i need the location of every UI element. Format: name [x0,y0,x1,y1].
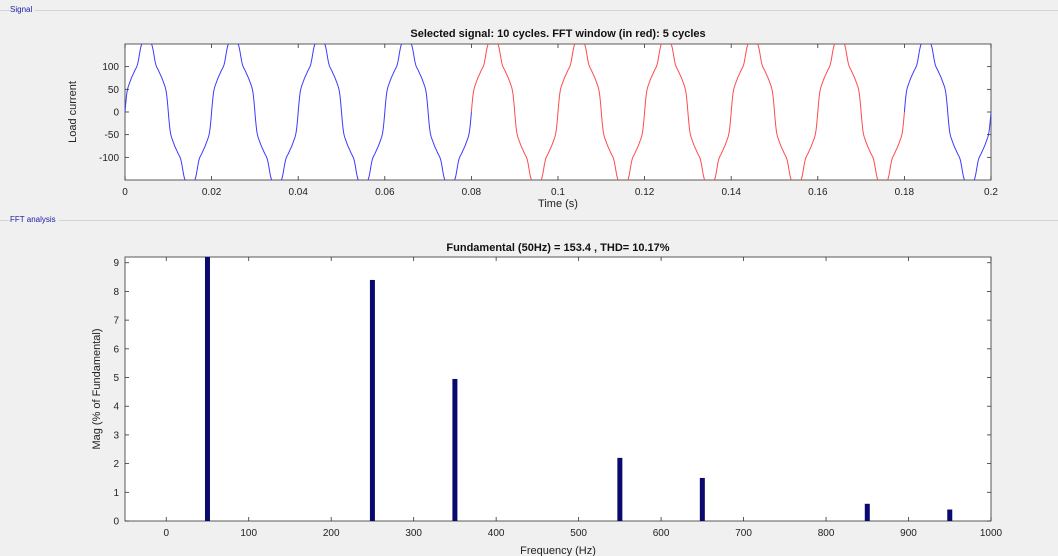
x-tick-label: 700 [735,528,752,539]
x-tick-label: 800 [818,528,835,539]
fft-bar-550hz [617,457,623,521]
fft-bar-250hz [369,279,375,521]
fft-x-ticks: 0 100 200 300 400 500 600 700 800 900 1000 [163,257,1003,539]
x-tick-label: 600 [653,528,670,539]
signal-trace-segment-2 [470,44,905,180]
signal-x-axis-label: Time (s) [538,198,578,210]
fft-y-ticks: 0 1 2 3 4 5 6 7 8 9 [113,258,991,528]
fft-bar-950hz [947,509,953,521]
x-tick-label: 0 [122,187,128,198]
y-tick-label: 3 [113,430,119,441]
signal-x-ticks: 0 0.02 0.04 0.06 0.08 0.1 0.12 0.14 0.16 0.18 0.2 [122,44,998,198]
fft-bar-350hz [452,378,458,521]
x-tick-label: 200 [323,528,340,539]
x-tick-label: 0.18 [895,187,915,198]
x-tick-label: 900 [900,528,917,539]
x-tick-label: 300 [405,528,422,539]
x-tick-label: 0.1 [551,187,565,198]
signal-plot-area [125,44,991,180]
y-tick-label: 7 [113,316,119,327]
x-tick-label: 1000 [980,528,1003,539]
signal-y-ticks: 100 50 0 -50 -100 [99,62,991,164]
y-tick-label: 1 [113,488,119,499]
signal-trace-segment-1 [125,44,472,180]
fft-y-axis-label: Mag (% of Fundamental) [91,328,103,449]
x-tick-label: 0.14 [721,187,741,198]
signal-panel-label: Signal [10,5,36,14]
y-tick-label: 4 [113,402,119,413]
y-tick-label: 2 [113,459,119,470]
y-tick-label: 8 [113,287,119,298]
signal-chart: Selected signal: 10 cycles. FFT window (… [67,28,998,210]
y-tick-label: 9 [113,258,119,269]
x-tick-label: 0.06 [375,187,395,198]
fft-panel-label: FFT analysis [10,215,59,224]
x-tick-label: 0.2 [984,187,998,198]
fft-plot-area [204,257,953,521]
x-tick-label: 0.12 [635,187,655,198]
y-tick-label: -50 [105,130,120,141]
signal-chart-title: Selected signal: 10 cycles. FFT window (… [410,28,705,40]
y-tick-label: 0 [113,108,119,119]
x-tick-label: 0.04 [288,187,308,198]
x-tick-label: 0 [163,528,169,539]
x-tick-label: 400 [488,528,505,539]
fft-bar-850hz [864,503,870,521]
y-tick-label: 100 [102,62,119,73]
fft-bar-650hz [699,477,705,521]
fft-x-axis-label: Frequency (Hz) [520,545,596,556]
x-tick-label: 0.02 [202,187,222,198]
fft-chart: Fundamental (50Hz) = 153.4 , THD= 10.17%… [91,242,1003,556]
signal-trace-segment-3 [903,44,991,180]
x-tick-label: 0.16 [808,187,828,198]
x-tick-label: 0.08 [462,187,482,198]
y-tick-label: 6 [113,344,119,355]
y-tick-label: 50 [108,85,120,96]
y-tick-label: 5 [113,373,119,384]
y-tick-label: -100 [99,153,119,164]
signal-panel-border [0,10,1058,11]
signal-y-axis-label: Load current [67,81,79,143]
fft-bar-50hz [204,257,210,521]
x-tick-label: 100 [240,528,257,539]
fft-chart-title: Fundamental (50Hz) = 153.4 , THD= 10.17% [446,242,669,254]
y-tick-label: 0 [113,517,119,528]
fft-axes-box [124,256,992,522]
x-tick-label: 500 [570,528,587,539]
fft-panel-border [0,220,1058,221]
